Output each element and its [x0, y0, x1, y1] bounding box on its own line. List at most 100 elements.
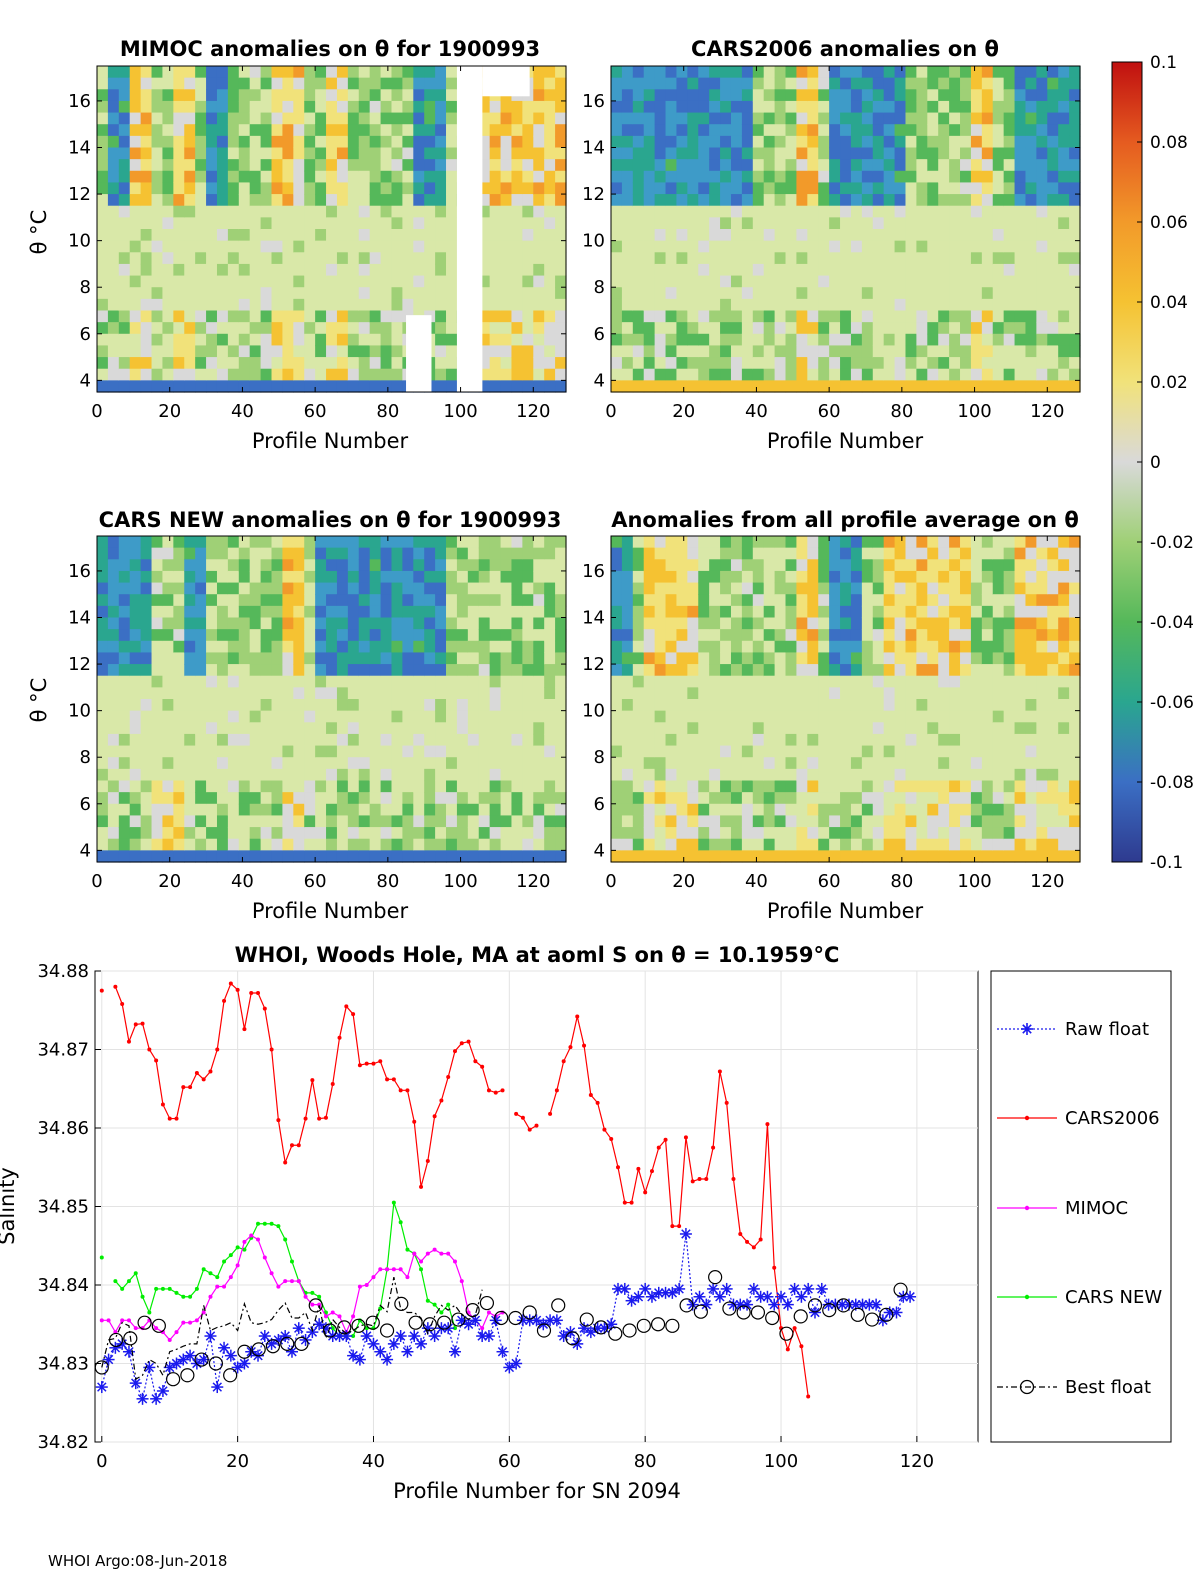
- heatmap-cell: [555, 275, 567, 288]
- heatmap-cell: [698, 536, 710, 549]
- heatmap-cell: [720, 217, 732, 230]
- heatmap-cell: [872, 629, 885, 642]
- heatmap-cell: [752, 298, 765, 312]
- heatmap-cell: [533, 605, 545, 619]
- heatmap-cell: [807, 652, 819, 665]
- heatmap-cell: [752, 124, 765, 137]
- heatmap-cell: [216, 322, 229, 335]
- heatmap-cell: [184, 687, 196, 700]
- heatmap-cell: [107, 780, 120, 793]
- heatmap-cell: [118, 252, 131, 265]
- x-tick-label: 120: [1030, 401, 1064, 422]
- heatmap-cell: [763, 687, 776, 700]
- heatmap-cell: [1003, 664, 1016, 677]
- heatmap-cell: [643, 205, 656, 218]
- heatmap-cell: [981, 159, 994, 172]
- heatmap-cell: [861, 559, 874, 572]
- heatmap-cell: [140, 229, 153, 242]
- heatmap-cell: [380, 780, 393, 793]
- heatmap-cell: [1036, 380, 1048, 393]
- heatmap-cell: [916, 827, 928, 840]
- heatmap-cell: [151, 345, 164, 358]
- heatmap-cell: [162, 792, 174, 805]
- heatmap-cell: [162, 640, 174, 654]
- heatmap-cell: [151, 240, 164, 253]
- heatmap-cell: [206, 357, 218, 370]
- heatmap-cell: [489, 768, 502, 782]
- heatmap-cell: [555, 66, 567, 79]
- heatmap-cell: [785, 229, 798, 242]
- heatmap-cell: [665, 617, 678, 630]
- heatmap-cell: [151, 652, 164, 665]
- heatmap-cell: [107, 182, 120, 195]
- heatmap-cell: [654, 605, 667, 619]
- heatmap-cell: [347, 687, 360, 700]
- heatmap-cell: [522, 570, 534, 584]
- heatmap-cell: [949, 217, 961, 230]
- heatmap-cell: [347, 322, 360, 335]
- heatmap-cell: [151, 170, 164, 184]
- heatmap-cell: [1058, 850, 1070, 863]
- heatmap-cell: [140, 275, 153, 288]
- heatmap-cell: [489, 675, 502, 688]
- heatmap-cell: [533, 768, 545, 782]
- heatmap-cell: [632, 159, 645, 172]
- heatmap-cell: [162, 275, 174, 288]
- heatmap-cell: [698, 322, 710, 335]
- heatmap-cell: [478, 815, 491, 828]
- heatmap-cell: [533, 827, 545, 840]
- heatmap-cell: [544, 559, 556, 572]
- heatmap-cell: [905, 570, 917, 584]
- heatmap-cell: [807, 815, 819, 828]
- heatmap-cell: [938, 252, 950, 265]
- heatmap-cell: [665, 582, 678, 595]
- heatmap-cell: [315, 333, 327, 347]
- heatmap-cell: [709, 838, 721, 851]
- heatmap-cell: [643, 66, 656, 79]
- heatmap-cell: [555, 89, 567, 102]
- heatmap-cell: [632, 252, 645, 265]
- heatmap-cell: [107, 240, 120, 253]
- heatmap-cell: [315, 733, 327, 747]
- heatmap-cell: [544, 298, 556, 312]
- heatmap-cell: [774, 229, 787, 242]
- heatmap-cell: [687, 310, 699, 323]
- heatmap-cell: [872, 205, 885, 218]
- heatmap-cell: [960, 240, 972, 253]
- heatmap-cell: [424, 664, 436, 677]
- heatmap-cell: [796, 159, 808, 172]
- heatmap-cell: [140, 675, 153, 688]
- heatmap-cell: [1058, 100, 1070, 114]
- heatmap-cell: [720, 780, 732, 793]
- heatmap-cell: [315, 345, 327, 358]
- heatmap-cell: [654, 240, 667, 253]
- heatmap-cell: [850, 170, 863, 184]
- heatmap-cell: [522, 380, 534, 393]
- heatmap-cell: [446, 357, 458, 370]
- heatmap-cell: [752, 205, 765, 218]
- heatmap-cell: [1036, 229, 1048, 242]
- heatmap-cell: [446, 298, 458, 312]
- heatmap-cell: [698, 100, 710, 114]
- heatmap-cell: [621, 194, 634, 207]
- heatmap-cell: [413, 640, 425, 654]
- heatmap-cell: [807, 310, 819, 323]
- heatmap-cell: [489, 827, 502, 840]
- heatmap-cell: [698, 547, 710, 560]
- heatmap-cell: [883, 745, 896, 758]
- heatmap-cell: [315, 699, 327, 712]
- heatmap-cell: [872, 380, 885, 393]
- heatmap-cell: [249, 640, 262, 654]
- heatmap-cell: [1058, 652, 1070, 665]
- heatmap-cell: [358, 229, 371, 242]
- heatmap-cell: [872, 229, 885, 242]
- heatmap-cell: [1036, 547, 1048, 560]
- heatmap-cell: [129, 298, 142, 312]
- heatmap-cell: [720, 745, 732, 758]
- heatmap-cell: [763, 570, 776, 584]
- heatmap-cell: [97, 229, 109, 242]
- heatmap-cell: [315, 112, 327, 125]
- heatmap-cell: [894, 66, 907, 79]
- heatmap-cell: [1003, 135, 1016, 149]
- heatmap-cell: [872, 594, 885, 607]
